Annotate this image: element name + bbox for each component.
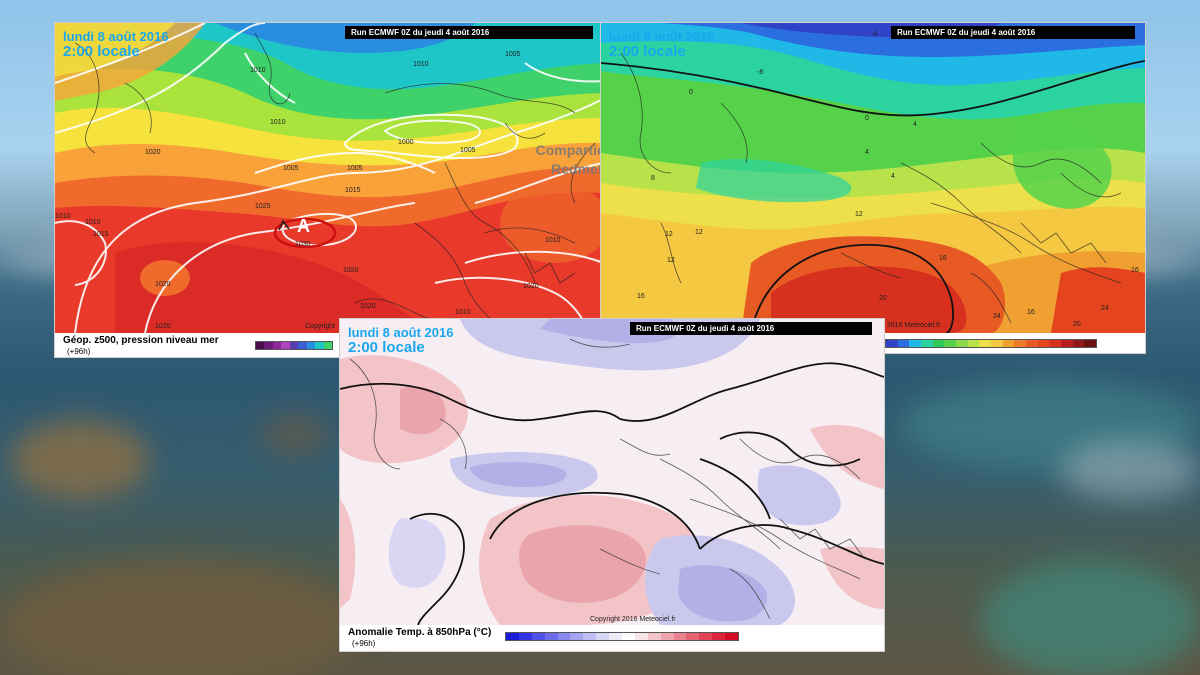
isotherm-label: 0 (865, 115, 869, 122)
geopotential-map (55, 23, 603, 333)
isotherm-label: -4 (871, 31, 878, 38)
isotherm-label: 12 (665, 231, 673, 238)
isobar-label: 1005 (347, 165, 363, 172)
isobar-label: 1005 (505, 51, 521, 58)
valid-date-label: lundi 8 août 2016 2:00 locale (609, 29, 715, 60)
color-scale (255, 341, 333, 350)
run-label: Run ECMWF 0Z du jeudi 4 août 2016 (345, 26, 593, 39)
anomaly-map (340, 319, 884, 625)
isotherm-label: 20 (879, 295, 887, 302)
isotherm-label: 12 (667, 257, 675, 264)
isobar-label: 1015 (345, 187, 361, 194)
anomaly-panel: lundi 8 août 2016 2:00 locale Run ECMWF … (339, 318, 885, 652)
valid-date-label: lundi 8 août 2016 2:00 locale (348, 325, 454, 356)
isobar-label: 1015 (93, 231, 109, 238)
isotherm-label: 4 (891, 173, 895, 180)
isotherm-label: 16 (1131, 267, 1139, 274)
isotherm-label: 16 (637, 293, 645, 300)
run-label: Run ECMWF 0Z du jeudi 4 août 2016 (891, 26, 1135, 39)
color-scale (505, 632, 739, 641)
isotherm-label: 16 (1027, 309, 1035, 316)
copyright: Copyright 2016 Meteociel.fr (590, 616, 676, 623)
isobar-label: 1005 (283, 165, 299, 172)
isobar-label: 1020 (155, 323, 171, 330)
valid-date-label: lundi 8 août 2016 2:00 locale (63, 29, 169, 60)
isobar-label: 1020 (360, 303, 376, 310)
isotherm-label: 4 (865, 149, 869, 156)
isotherm-label: 8 (651, 175, 655, 182)
temperature-map (601, 23, 1145, 333)
isotherm-label: 4 (913, 121, 917, 128)
isobar-label: 1000 (398, 139, 414, 146)
isobar-label: 1010 (85, 219, 101, 226)
isotherm-label: -8 (757, 69, 764, 76)
isotherm-label: 24 (993, 313, 1001, 320)
isobar-label: 1010 (545, 237, 561, 244)
run-label: Run ECMWF 0Z du jeudi 4 août 2016 (630, 322, 872, 335)
isotherm-label: 0 (689, 89, 693, 96)
isobar-label: 1030 (295, 241, 311, 248)
isobar-label: 1020 (523, 283, 539, 290)
isobar-label: 1020 (155, 281, 171, 288)
forecast-lead: (+96h) (67, 347, 91, 356)
isobar-label: 1005 (460, 147, 476, 154)
isobar-label: 1010 (455, 309, 471, 316)
isotherm-label: 24 (1101, 305, 1109, 312)
isobar-label: 1020 (343, 267, 359, 274)
isobar-label: 1020 (145, 149, 161, 156)
geopotential-panel: lundi 8 août 2016 2:00 locale Run ECMWF … (54, 22, 604, 358)
copyright: t 2016 Meteociel.fr (883, 322, 941, 329)
isotherm-label: 12 (695, 229, 703, 236)
isobar-label: 1010 (413, 61, 429, 68)
isotherm-label: 12 (855, 211, 863, 218)
isobar-label: 1010 (250, 67, 266, 74)
high-pressure-marker: A (297, 216, 310, 236)
watermark: Compartido en Redmeteo (535, 142, 603, 177)
temperature-panel: lundi 8 août 2016 2:00 locale Run ECMWF … (600, 22, 1146, 354)
color-scale (885, 339, 1097, 348)
map-title: Anomalie Temp. à 850hPa (°C) (348, 627, 492, 638)
isobar-label: 1010 (270, 119, 286, 126)
isobar-label: 1025 (255, 203, 271, 210)
copyright: Copyright (305, 323, 335, 330)
isotherm-label: 20 (1073, 321, 1081, 328)
forecast-lead: (+96h) (352, 639, 376, 648)
isobar-label: 1010 (55, 213, 71, 220)
map-title: Géop. z500, pression niveau mer (63, 335, 219, 346)
isotherm-label: 16 (939, 255, 947, 262)
